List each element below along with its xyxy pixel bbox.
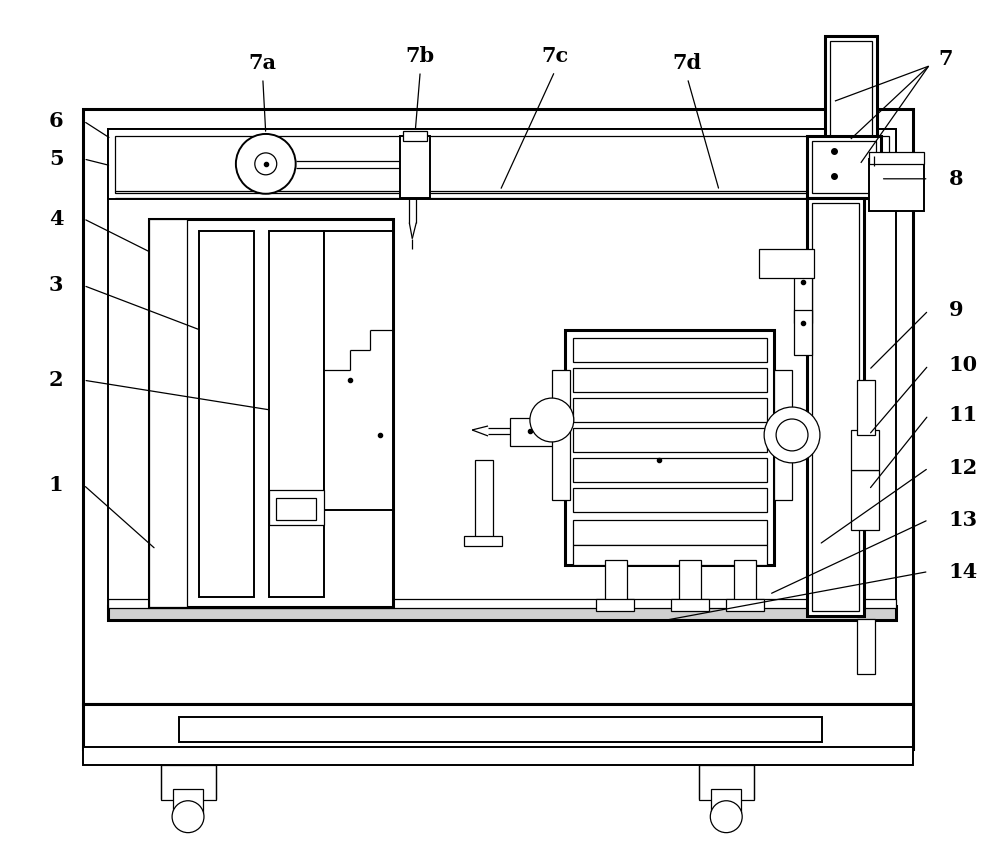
- Bar: [83, 747, 913, 765]
- Circle shape: [236, 134, 296, 194]
- Bar: [573, 398, 767, 422]
- Bar: [759, 249, 814, 279]
- Bar: [269, 230, 324, 598]
- Text: 7d: 7d: [673, 53, 702, 73]
- Text: 7b: 7b: [406, 46, 435, 66]
- Bar: [869, 159, 924, 211]
- Bar: [324, 230, 393, 510]
- Text: 7a: 7a: [249, 53, 277, 73]
- Bar: [149, 219, 393, 608]
- Bar: [161, 765, 216, 800]
- Bar: [711, 789, 741, 813]
- Bar: [108, 599, 896, 609]
- Bar: [149, 219, 187, 608]
- Bar: [464, 536, 502, 545]
- Bar: [573, 368, 767, 392]
- Circle shape: [776, 419, 808, 451]
- Bar: [403, 131, 427, 141]
- Bar: [596, 599, 634, 611]
- Bar: [552, 371, 570, 500]
- Text: 3: 3: [49, 275, 63, 295]
- Bar: [605, 560, 627, 604]
- Bar: [679, 560, 701, 604]
- Circle shape: [764, 407, 820, 463]
- Bar: [276, 498, 316, 520]
- Bar: [108, 129, 896, 198]
- Bar: [774, 371, 792, 500]
- Bar: [869, 152, 924, 164]
- Bar: [475, 460, 493, 539]
- Bar: [857, 380, 875, 435]
- Circle shape: [530, 398, 574, 442]
- Bar: [565, 330, 774, 565]
- Text: 7: 7: [939, 49, 953, 69]
- Text: 4: 4: [49, 208, 63, 229]
- Bar: [830, 41, 872, 161]
- Text: 2: 2: [49, 371, 63, 390]
- Bar: [108, 161, 896, 614]
- Circle shape: [172, 801, 204, 833]
- Bar: [173, 789, 203, 813]
- Text: 7c: 7c: [541, 46, 568, 66]
- Bar: [241, 150, 266, 178]
- Text: 12: 12: [949, 457, 978, 478]
- Bar: [671, 599, 709, 611]
- Bar: [699, 765, 754, 800]
- Bar: [734, 560, 756, 604]
- Bar: [108, 606, 896, 620]
- Bar: [812, 141, 876, 192]
- Text: 5: 5: [49, 149, 63, 169]
- Text: 13: 13: [949, 510, 978, 530]
- Text: 6: 6: [49, 111, 63, 131]
- Bar: [510, 418, 575, 446]
- Text: 11: 11: [949, 405, 978, 425]
- Bar: [825, 36, 877, 165]
- Bar: [573, 544, 767, 565]
- Bar: [83, 704, 913, 749]
- Bar: [179, 717, 822, 742]
- Bar: [573, 458, 767, 482]
- Circle shape: [710, 801, 742, 833]
- Bar: [199, 230, 254, 598]
- Text: 9: 9: [949, 300, 963, 321]
- Text: 8: 8: [949, 169, 963, 189]
- Bar: [573, 428, 767, 452]
- Bar: [573, 338, 767, 362]
- Bar: [726, 599, 764, 611]
- Bar: [807, 197, 864, 616]
- Text: 1: 1: [49, 475, 63, 495]
- Bar: [794, 268, 812, 323]
- Bar: [794, 311, 812, 355]
- Bar: [83, 109, 913, 704]
- Bar: [269, 490, 324, 525]
- Text: 14: 14: [949, 561, 978, 582]
- Bar: [851, 470, 879, 530]
- Bar: [857, 619, 875, 674]
- Bar: [400, 136, 430, 197]
- Bar: [573, 488, 767, 511]
- Bar: [812, 203, 859, 611]
- Bar: [807, 136, 881, 197]
- Bar: [108, 129, 896, 161]
- Bar: [115, 136, 889, 192]
- Bar: [851, 430, 879, 470]
- Text: 10: 10: [949, 355, 978, 376]
- Circle shape: [255, 153, 277, 175]
- Bar: [573, 520, 767, 544]
